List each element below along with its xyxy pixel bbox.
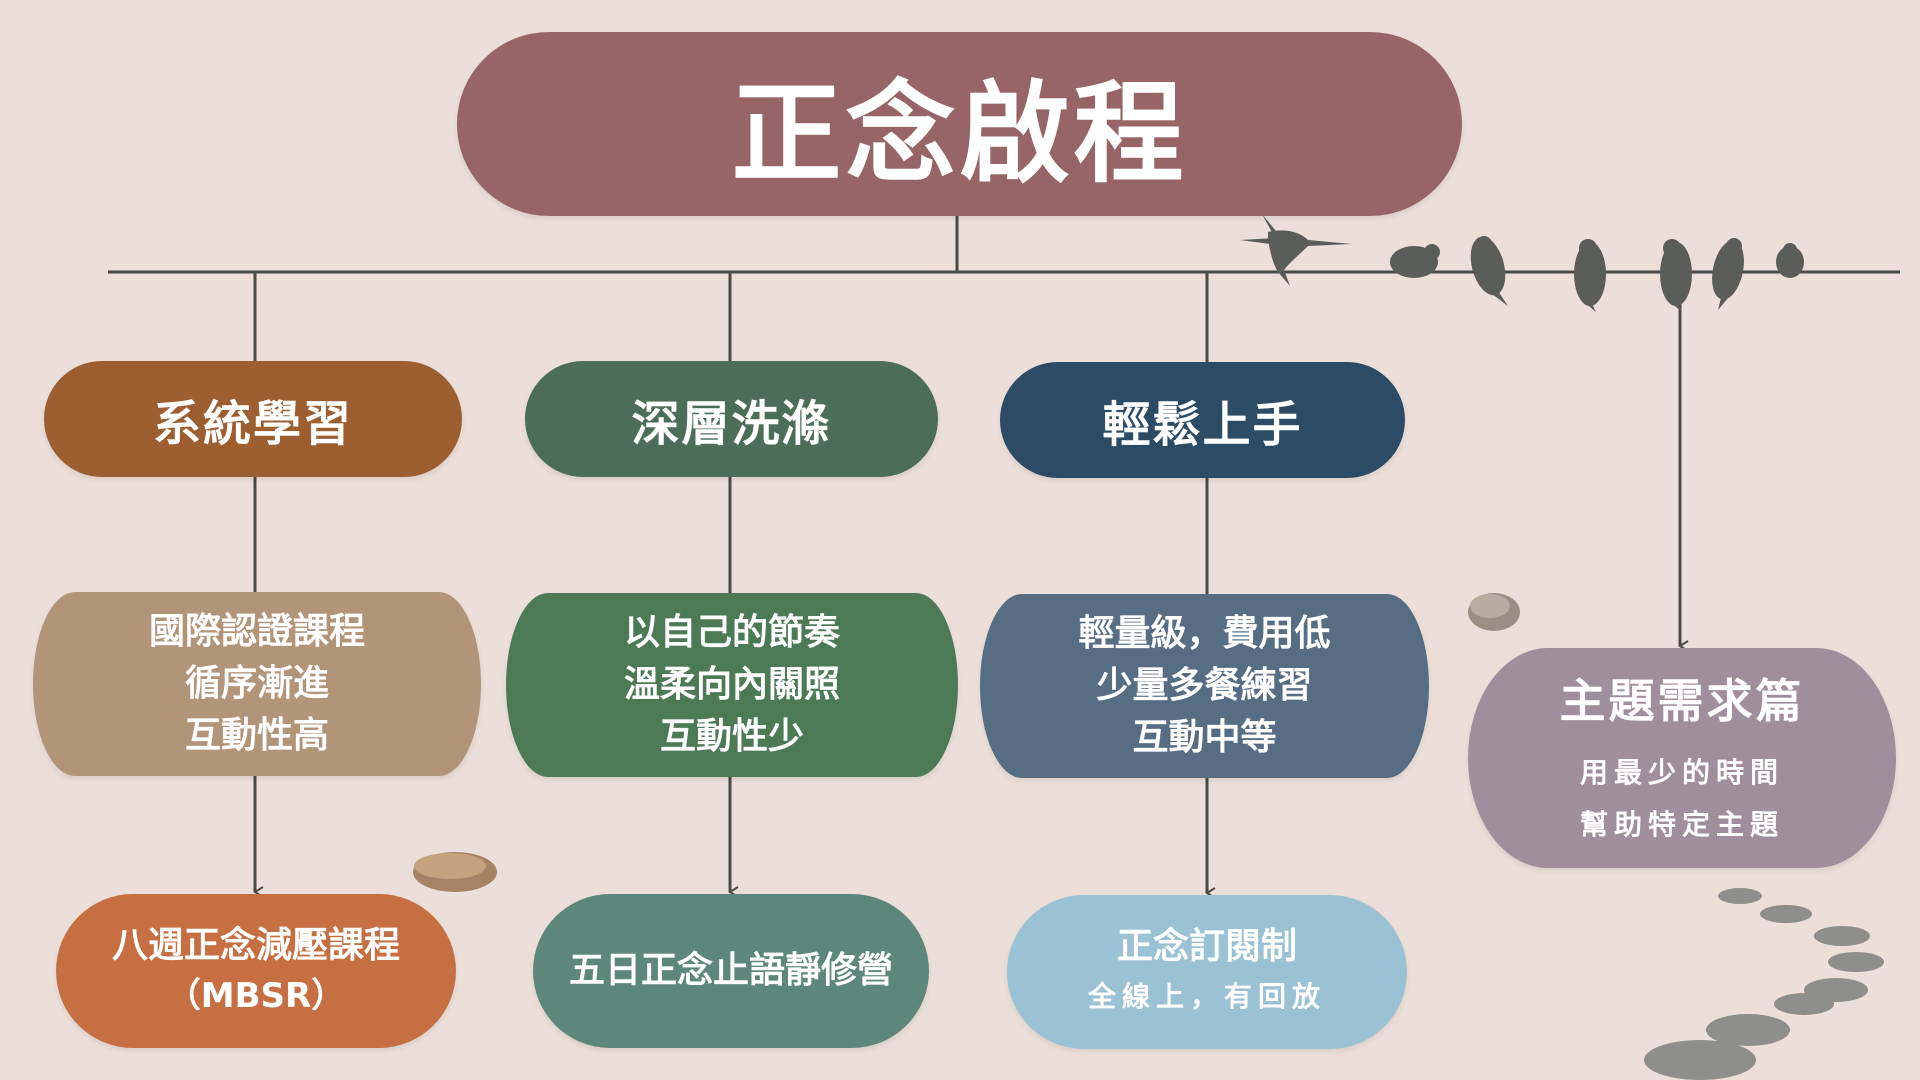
program-line: （MBSR）	[166, 976, 346, 1016]
stone-icon	[1644, 888, 1884, 1080]
bird-icon	[1776, 243, 1804, 278]
program-line: 五日正念止語靜修營	[568, 950, 893, 991]
theme-title: 主題需求篇	[1559, 674, 1805, 728]
program-node-3: 正念訂閱制 全線上，有回放	[1007, 895, 1407, 1049]
category-node-3: 輕鬆上手	[1000, 362, 1405, 478]
description-line: 互動性少	[659, 716, 804, 757]
description-node-1: 國際認證課程 循序漸進 互動性高	[33, 592, 481, 776]
description-line: 以自己的節奏	[623, 612, 840, 653]
diagram-title: 正念啟程	[457, 32, 1462, 216]
bird-icon	[1712, 238, 1744, 310]
category-node-2: 深層洗滌	[525, 361, 938, 477]
category-label: 系統學習	[152, 396, 353, 452]
category-label: 深層洗滌	[631, 396, 832, 452]
description-node-3: 輕量級，費用低 少量多餐練習 互動中等	[980, 594, 1429, 778]
program-line: 正念訂閱制	[1116, 926, 1297, 967]
program-node-1: 八週正念減壓課程 （MBSR）	[56, 894, 456, 1048]
theme-node: 主題需求篇 用最少的時間 幫助特定主題	[1468, 648, 1896, 868]
theme-line: 幫助特定主題	[1579, 808, 1784, 841]
program-line: 八週正念減壓課程	[111, 925, 400, 966]
description-line: 互動中等	[1132, 717, 1277, 758]
description-line: 輕量級，費用低	[1078, 613, 1331, 654]
diagram-title-text: 正念啟程	[731, 70, 1188, 198]
stone-icon	[413, 852, 497, 892]
program-node-2: 五日正念止語靜修營	[533, 894, 929, 1048]
program-line: 全線上，有回放	[1087, 980, 1326, 1013]
bird-icon	[1470, 236, 1508, 306]
description-line: 互動性高	[184, 715, 329, 756]
description-node-2: 以自己的節奏 溫柔向內關照 互動性少	[506, 593, 958, 777]
hummingbird-icon	[1240, 214, 1352, 286]
category-node-1: 系統學習	[44, 361, 462, 477]
bird-icon	[1574, 239, 1606, 312]
bird-icon	[1390, 244, 1440, 278]
theme-line: 用最少的時間	[1579, 756, 1784, 789]
description-line: 國際認證課程	[148, 611, 365, 652]
description-line: 溫柔向內關照	[623, 664, 840, 705]
bird-icon	[1660, 239, 1692, 312]
category-label: 輕鬆上手	[1102, 397, 1303, 453]
stone-icon	[1468, 593, 1520, 631]
description-line: 循序漸進	[184, 663, 329, 704]
description-line: 少量多餐練習	[1096, 665, 1313, 706]
